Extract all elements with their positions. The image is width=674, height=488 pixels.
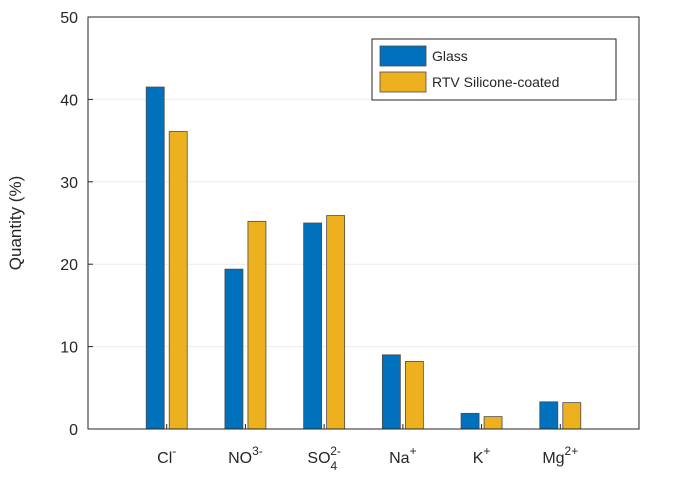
y-tick-label: 50 — [60, 10, 78, 27]
x-tick-label: NO3- — [228, 444, 263, 467]
legend-label: Glass — [432, 48, 468, 64]
x-tick-label: Na+ — [389, 444, 416, 467]
x-tick-label: K+ — [473, 444, 491, 467]
x-tick-label: Cl- — [157, 444, 176, 467]
x-tick-label: SO42- — [307, 444, 340, 473]
legend: Glass RTV Silicone-coated — [371, 38, 617, 101]
bar-rtv-2 — [326, 215, 346, 430]
legend-swatch — [379, 71, 427, 93]
y-tick-label: 30 — [60, 175, 78, 192]
y-tick-label: 10 — [60, 340, 78, 357]
y-tick-label: 20 — [60, 257, 78, 274]
bar-glass-5 — [539, 401, 559, 430]
bars — [145, 86, 582, 430]
bar-glass-4 — [460, 412, 480, 430]
y-axis-label: Quantity (%) — [6, 176, 25, 270]
plot-area — [87, 16, 640, 430]
legend-swatch — [379, 45, 427, 67]
y-tick-label: 40 — [60, 92, 78, 109]
x-axis: Cl- NO3- SO42- Na+ K+ Mg2+ — [157, 424, 578, 473]
bar-glass-0 — [145, 86, 165, 430]
bar-rtv-4 — [483, 416, 503, 430]
bar-rtv-3 — [404, 361, 424, 430]
legend-label: RTV Silicone-coated — [432, 74, 559, 90]
x-tick-label: Mg2+ — [542, 444, 578, 467]
y-axis: 0 10 20 30 40 50 — [60, 10, 93, 439]
bar-rtv-0 — [168, 131, 188, 430]
bar-rtv-1 — [247, 220, 267, 430]
bar-glass-1 — [224, 268, 244, 430]
bar-rtv-5 — [562, 402, 582, 430]
y-tick-label: 0 — [69, 422, 78, 439]
bar-glass-2 — [303, 222, 323, 430]
bar-glass-3 — [381, 354, 401, 430]
